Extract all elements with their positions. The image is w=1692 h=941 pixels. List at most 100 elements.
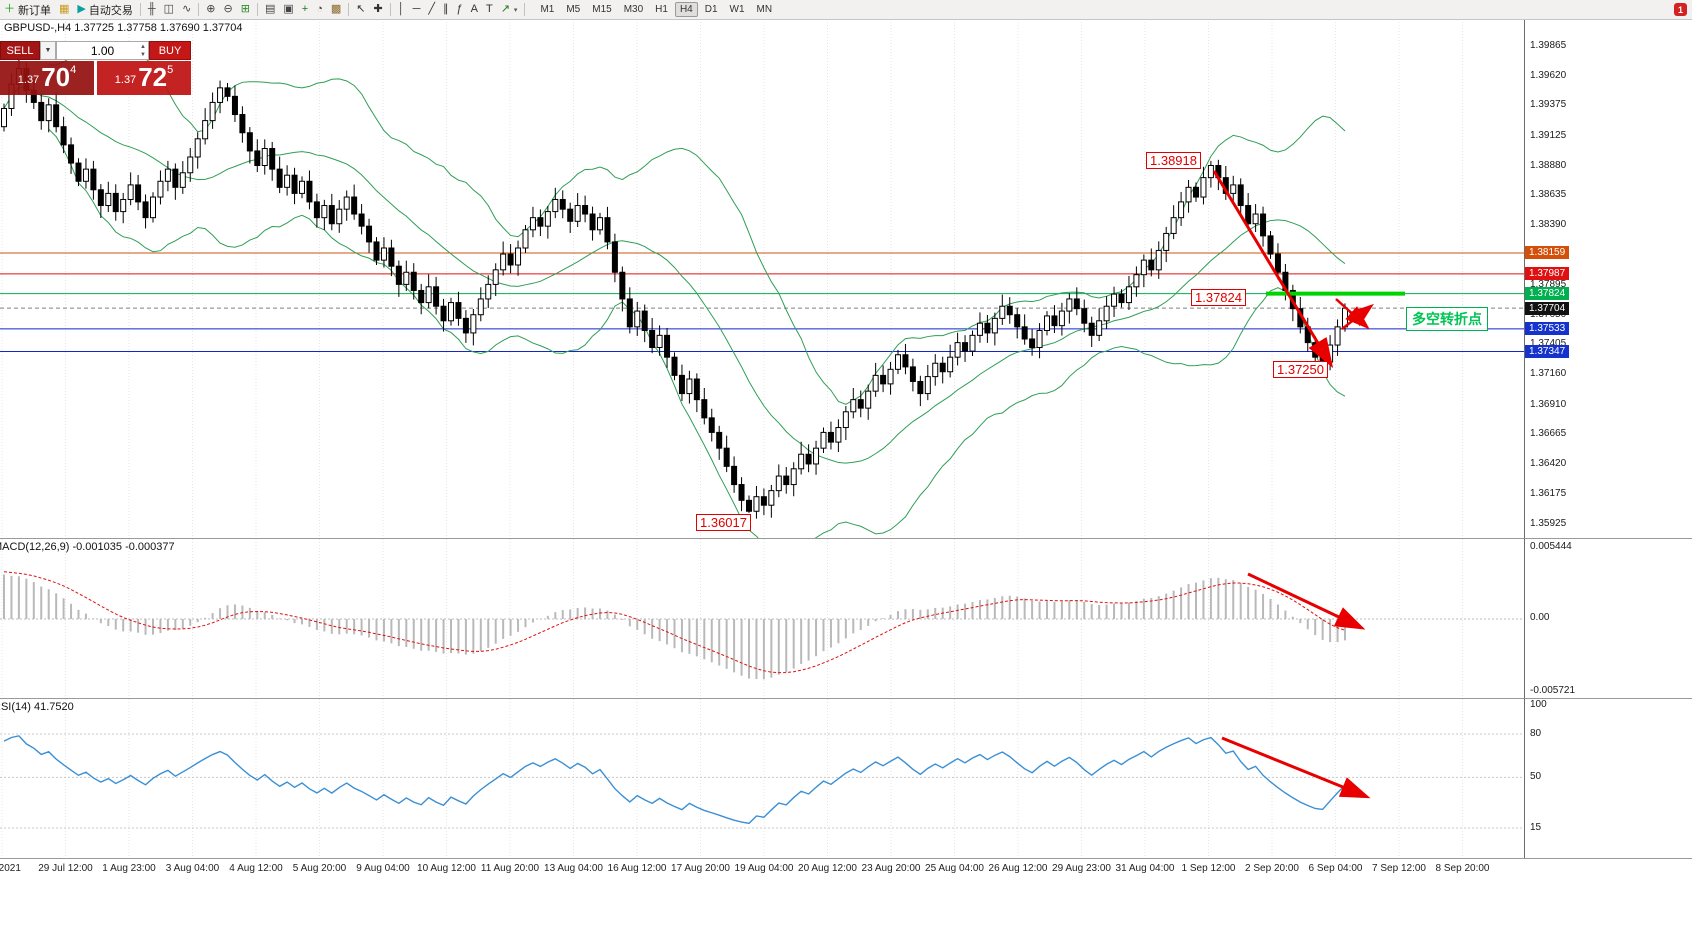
price-annotation[interactable]: 1.37250 — [1273, 361, 1328, 378]
indicators-list-button[interactable]: ▤ — [261, 1, 279, 18]
sell-price[interactable]: 1.37 70 4 — [0, 61, 94, 95]
candle — [179, 172, 186, 188]
candle — [1051, 315, 1058, 327]
buy-price[interactable]: 1.37 72 5 — [97, 61, 191, 95]
horizontal-line-button[interactable]: ─ — [409, 1, 425, 18]
rsi-axis[interactable]: 100 80 50 15 — [1524, 698, 1692, 859]
template-button[interactable]: ▩ — [327, 1, 345, 18]
bar-chart-button[interactable]: ╫ — [144, 1, 160, 18]
timeframe-m30[interactable]: M30 — [623, 4, 644, 15]
bollinger-band — [3, 86, 1346, 464]
timeframe-d1[interactable]: D1 — [704, 4, 718, 15]
time-tick: 26 Aug 12:00 — [988, 863, 1048, 874]
main-chart-svg[interactable] — [0, 19, 1524, 538]
add-indicator-button[interactable]: + — [298, 1, 312, 18]
timeframe-mn[interactable]: MN — [756, 4, 773, 15]
zoom-in-button[interactable]: ⊕ — [202, 1, 219, 18]
candle — [783, 475, 790, 486]
candle — [418, 289, 425, 304]
volume-input[interactable]: 1.00 ▲ ▼ — [56, 41, 149, 60]
order-type-dropdown[interactable]: ▼ — [40, 41, 56, 60]
time-tick: 6 Sep 04:00 — [1308, 863, 1363, 874]
candle — [701, 399, 708, 419]
time-tick: Jul 2021 — [0, 863, 21, 874]
new-order-button[interactable]: ＋新订单 — [0, 1, 55, 18]
candle — [470, 314, 477, 334]
timeframe-m15[interactable]: M15 — [592, 4, 612, 15]
trendline-button[interactable]: ╱ — [424, 1, 439, 18]
candle — [872, 374, 879, 392]
cursor-button[interactable]: ↖ — [352, 1, 369, 18]
volume-up-icon[interactable]: ▲ — [140, 44, 146, 50]
arrows-tool-button[interactable]: ↗ ▾ — [497, 1, 522, 18]
toolbar-separator — [389, 3, 391, 16]
zoom-out-button[interactable]: ⊖ — [220, 1, 237, 18]
period-button[interactable]: ◔ — [312, 1, 327, 18]
vertical-line-button[interactable]: │ — [394, 1, 409, 18]
timeframe-w1[interactable]: W1 — [729, 4, 745, 15]
macd-panel[interactable]: MACD(12,26,9) -0.001035 -0.000377 — [0, 538, 1524, 699]
time-axis[interactable]: Jul 2021 29 Jul 12:00 1 Aug 23:00 3 Aug 04:… — [0, 858, 1692, 881]
timeframe-m5[interactable]: M5 — [566, 4, 581, 15]
main-chart-panel[interactable]: GBPUSD-,H4 1.37725 1.37758 1.37690 1.377… — [0, 19, 1524, 538]
macd-svg[interactable] — [0, 539, 1524, 698]
candle — [895, 354, 901, 370]
notification-badge[interactable]: 1 — [1674, 3, 1687, 16]
candle — [433, 286, 440, 307]
price-tick: 1.39620 — [1530, 69, 1567, 81]
fibonacci-button[interactable]: ƒ — [453, 1, 467, 18]
price-annotation[interactable]: 1.38918 — [1146, 152, 1201, 169]
candle — [1044, 315, 1050, 331]
crosshair-icon: ✚ — [373, 3, 383, 15]
candle — [1334, 326, 1341, 346]
time-tick: 1 Aug 23:00 — [102, 863, 156, 874]
candle — [597, 217, 603, 231]
candle — [1237, 184, 1244, 207]
data-window-icon: ▣ — [283, 3, 294, 15]
candle — [1148, 259, 1155, 271]
label-button[interactable]: T — [482, 1, 497, 18]
candle — [790, 468, 797, 486]
candle — [172, 168, 179, 188]
candle — [164, 168, 171, 182]
candle — [924, 376, 931, 395]
sell-button[interactable]: SELL — [0, 41, 40, 60]
price-tick: 1.37160 — [1530, 368, 1567, 380]
timeframe-h4[interactable]: H4 — [674, 2, 698, 17]
candle — [1088, 322, 1095, 336]
fibonacci-icon: ƒ — [456, 3, 463, 15]
rsi-panel[interactable]: RSI(14) 41.7520 — [0, 698, 1524, 859]
time-tick: 7 Sep 12:00 — [1372, 863, 1426, 874]
crosshair-button[interactable]: ✚ — [369, 1, 386, 18]
data-window-button[interactable]: ▣ — [279, 1, 297, 18]
candle — [336, 208, 343, 225]
rsi-svg[interactable] — [0, 699, 1524, 858]
chevron-down-icon[interactable]: ▾ — [513, 6, 518, 14]
candlestick-chart-button[interactable]: ◫ — [160, 1, 178, 18]
text-button[interactable]: A — [467, 1, 482, 18]
channel-button[interactable]: ∥ — [439, 1, 453, 18]
trend-arrow — [1341, 303, 1374, 330]
candle — [865, 390, 872, 409]
candle — [656, 334, 663, 348]
macd-axis[interactable]: 0.005444 0.00 -0.005721 — [1524, 538, 1692, 699]
candle — [395, 265, 402, 285]
price-annotation[interactable]: 1.36017 — [696, 514, 751, 531]
candle — [574, 205, 581, 222]
toolbar-separator — [348, 3, 350, 16]
auto-trading-button[interactable]: ▶ 自动交易 — [73, 1, 136, 18]
time-tick: 13 Aug 04:00 — [544, 863, 603, 874]
new-chart-button[interactable]: ▦ — [55, 1, 73, 18]
turning-point-label[interactable]: 多空转折点 — [1406, 307, 1488, 331]
timeframe-m1[interactable]: M1 — [540, 4, 555, 15]
candle — [1260, 213, 1267, 237]
candle — [1274, 253, 1281, 273]
buy-button[interactable]: BUY — [149, 41, 191, 60]
price-annotation[interactable]: 1.37824 — [1191, 289, 1246, 306]
tile-windows-button[interactable]: ⊞ — [237, 1, 254, 18]
volume-down-icon[interactable]: ▼ — [140, 52, 146, 58]
timeframe-h1[interactable]: H1 — [655, 4, 668, 15]
line-chart-button[interactable]: ∿ — [178, 1, 195, 18]
candle — [1073, 298, 1080, 310]
price-axis[interactable]: 1.39865 1.39620 1.39375 1.39125 1.38880 1.386… — [1524, 19, 1692, 538]
